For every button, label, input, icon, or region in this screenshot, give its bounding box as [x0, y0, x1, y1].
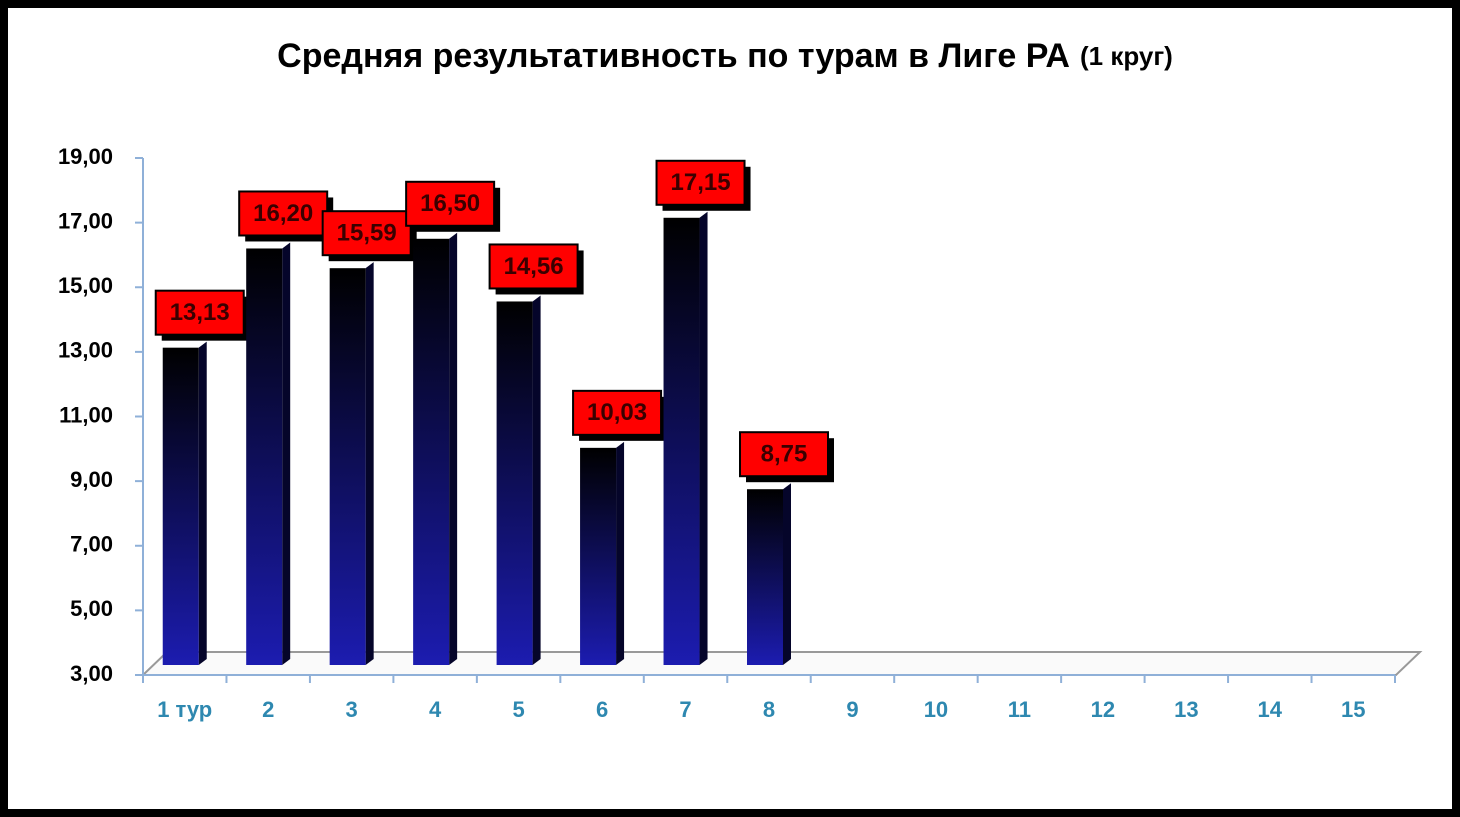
chart-title: Средняя результативность по турам в Лиге… [277, 37, 1173, 75]
label-box [405, 180, 496, 227]
bar [663, 217, 700, 665]
data-label: 16,20 [253, 200, 313, 227]
y-tick-label: 7,00 [70, 532, 113, 557]
label-box [238, 190, 329, 237]
data-label: 8,75 [761, 441, 808, 468]
data-label: 16,50 [420, 190, 480, 217]
x-tick-label: 1 тур [157, 697, 212, 722]
x-tick-label: 10 [924, 697, 948, 722]
x-tick-label: 2 [262, 697, 274, 722]
data-label: 15,59 [337, 220, 397, 247]
bar [162, 347, 199, 665]
y-tick-label: 5,00 [70, 596, 113, 621]
x-tick-label: 13 [1174, 697, 1198, 722]
data-label: 13,13 [170, 299, 230, 326]
y-tick-label: 13,00 [58, 338, 113, 363]
x-tick-label: 15 [1341, 697, 1365, 722]
label-box [154, 289, 245, 336]
x-tick-label: 3 [346, 697, 358, 722]
x-tick-label: 11 [1008, 697, 1031, 722]
label-box [739, 431, 829, 478]
y-tick-label: 9,00 [70, 467, 113, 492]
label-box [655, 159, 746, 206]
x-tick-label: 5 [512, 697, 524, 722]
bar-side [198, 341, 207, 665]
bar [246, 248, 283, 665]
bar-side [282, 242, 291, 665]
bar [413, 238, 450, 665]
y-tick-label: 3,00 [70, 661, 113, 686]
label-box [488, 243, 579, 290]
y-tick-label: 19,00 [58, 144, 113, 169]
x-tick-label: 14 [1258, 697, 1283, 722]
bar [329, 268, 366, 665]
bar-side [532, 295, 541, 665]
bar-side [365, 262, 374, 665]
bar [580, 447, 617, 665]
x-tick-label: 7 [679, 697, 691, 722]
bar-side [783, 483, 791, 665]
x-tick-label: 4 [429, 697, 442, 722]
x-tick-label: 9 [846, 697, 858, 722]
y-tick-label: 17,00 [58, 208, 113, 233]
label-box [321, 210, 412, 257]
label-box [572, 389, 663, 436]
x-tick-label: 8 [763, 697, 775, 722]
bar [747, 489, 783, 665]
bar [496, 301, 533, 665]
x-tick-label: 6 [596, 697, 608, 722]
x-tick-label: 12 [1091, 697, 1115, 722]
data-label: 14,56 [504, 253, 564, 280]
y-tick-label: 15,00 [58, 273, 113, 298]
subtitle: (1 круг) [1080, 41, 1173, 71]
data-label: 10,03 [587, 399, 647, 426]
bar-side [699, 211, 708, 665]
bar-side [449, 232, 458, 665]
y-tick-label: 11,00 [59, 402, 113, 427]
bar-side [616, 441, 625, 665]
data-label: 17,15 [671, 169, 731, 196]
title: Средняя результативность по турам в Лиге… [277, 37, 1070, 75]
